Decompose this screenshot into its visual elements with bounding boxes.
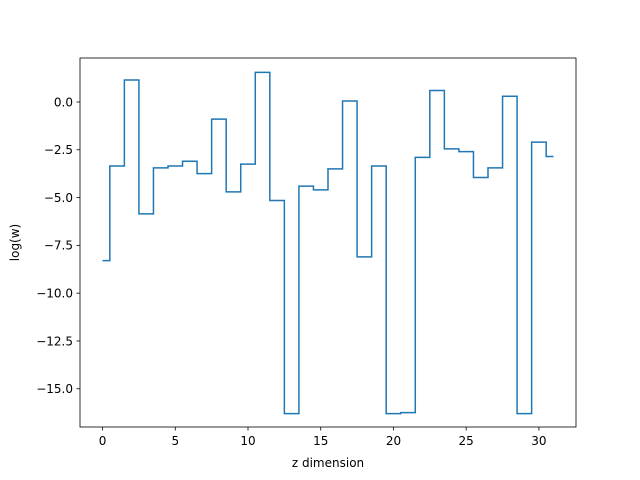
y-axis-label: log(w)	[8, 224, 22, 261]
x-axis-label: z dimension	[292, 456, 364, 470]
y-tick-label: −2.5	[44, 143, 73, 157]
x-tick-label: 0	[99, 434, 107, 448]
y-tick-label: −7.5	[44, 239, 73, 253]
x-tick-label: 10	[240, 434, 255, 448]
x-tick-label: 20	[386, 434, 401, 448]
y-tick-label: −12.5	[36, 334, 73, 348]
y-tick-label: 0.0	[54, 95, 73, 109]
plot-frame	[79, 57, 577, 428]
series-step-line	[102, 71, 554, 415]
y-tick-label: −10.0	[36, 286, 73, 300]
ticks-layer: 0 5 10 15 20 25 30 0.0 −2.5 −5.0 −7.5 −10.0 −12.5 −15…	[36, 95, 546, 448]
x-tick-label: 5	[171, 434, 179, 448]
x-tick-label: 25	[459, 434, 474, 448]
y-tick-label: −5.0	[44, 191, 73, 205]
y-tick-label: −15.0	[36, 382, 73, 396]
x-tick-label: 30	[531, 434, 546, 448]
x-tick-label: 15	[313, 434, 328, 448]
